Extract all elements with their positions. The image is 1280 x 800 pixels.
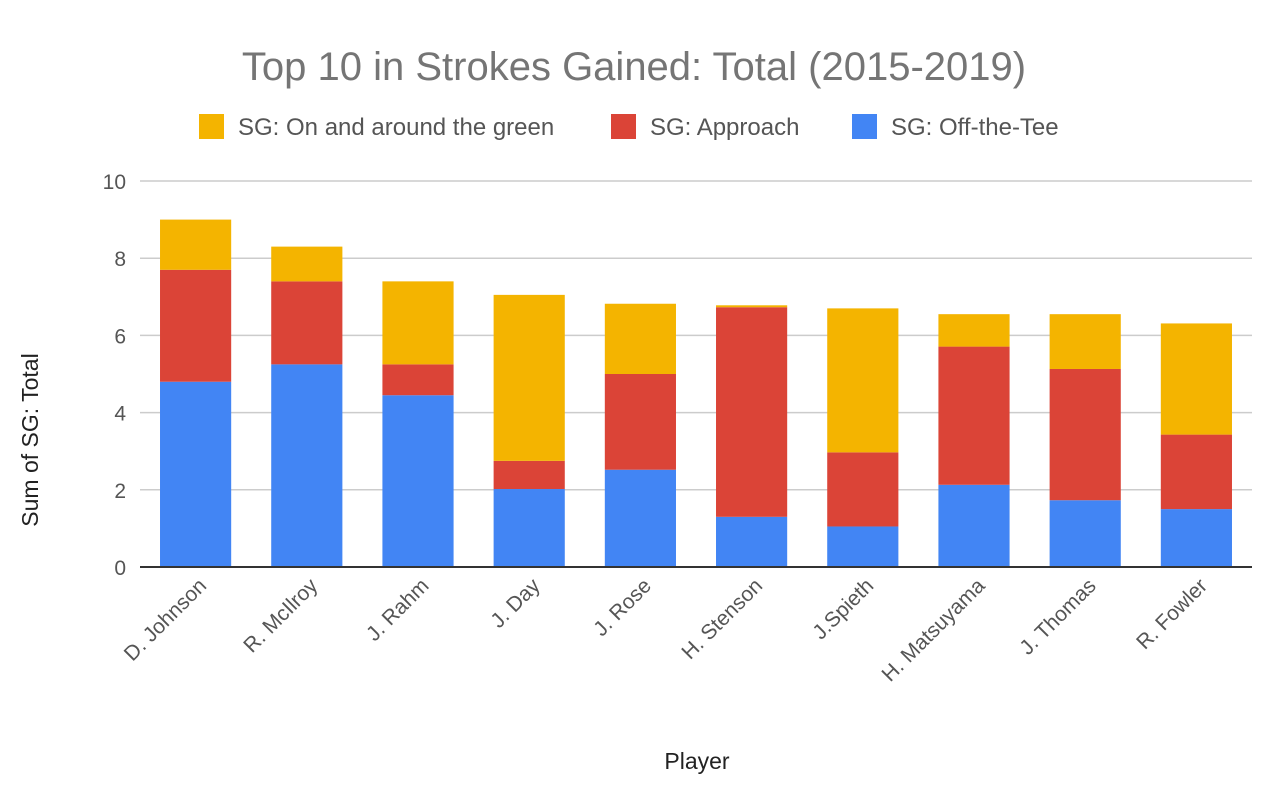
bar-h-matsuyama-series-2 <box>938 314 1010 347</box>
bar-r-fowler-series-2 <box>1160 323 1232 435</box>
bars <box>160 219 1232 567</box>
legend-label-0: SG: On and around the green <box>238 114 554 141</box>
bar-h-stenson-series-1 <box>716 307 788 517</box>
bar-h-stenson-series-0 <box>716 516 788 567</box>
y-tick-label-2: 2 <box>114 480 126 503</box>
x-tick-label-7: H. Matsuyama <box>878 574 990 686</box>
bar-j-rose-series-1 <box>604 374 676 470</box>
bar-h-matsuyama-series-0 <box>938 484 1010 567</box>
chart-legend: SG: On and around the green SG: Approach S… <box>199 114 1059 141</box>
chart-title: Top 10 in Strokes Gained: Total (2015-20… <box>242 45 1026 89</box>
bar-d-johnson-series-1 <box>160 269 232 382</box>
bar-r-mcilroy-series-2 <box>271 246 343 282</box>
y-tick-label-10: 10 <box>103 171 126 194</box>
bar-j-day-series-2 <box>493 294 565 461</box>
bar-j-rahm-series-2 <box>382 281 454 365</box>
x-tick-label-5: H. Stenson <box>677 574 767 664</box>
legend-swatch-1 <box>611 114 636 139</box>
x-tick-label-8: J. Thomas <box>1015 574 1100 659</box>
bar-d-johnson-series-2 <box>160 219 232 270</box>
y-tick-label-0: 0 <box>114 557 126 580</box>
bar-j-day-series-1 <box>493 460 565 490</box>
x-tick-labels: D. Johnson R. McIlroy J. Rahm J. Day J. Rose… <box>120 574 1212 686</box>
y-tick-label-6: 6 <box>114 325 126 348</box>
bar-j-rahm-series-0 <box>382 395 454 567</box>
x-tick-label-0: D. Johnson <box>120 574 211 665</box>
bar-h-stenson-series-2 <box>716 305 788 308</box>
y-tick-label-8: 8 <box>114 248 126 271</box>
x-tick-label-2: J. Rahm <box>362 574 434 646</box>
x-tick-label-3: J. Day <box>486 574 545 633</box>
x-tick-label-1: R. McIlroy <box>239 574 322 657</box>
bar-d-johnson-series-0 <box>160 381 232 567</box>
bar-j-rose-series-2 <box>604 303 676 374</box>
bar-r-fowler-series-0 <box>1160 509 1232 567</box>
x-tick-label-6: J.Spieth <box>808 574 878 644</box>
bar-j-thomas-series-1 <box>1049 368 1121 501</box>
legend-swatch-2 <box>852 114 877 139</box>
y-axis-label: Sum of SG: Total <box>17 353 43 526</box>
bar-r-mcilroy-series-0 <box>271 364 343 567</box>
bar-j-thomas-series-0 <box>1049 500 1121 567</box>
x-tick-label-4: J. Rose <box>589 574 656 641</box>
bar-j-thomas-series-2 <box>1049 314 1121 369</box>
x-axis-label: Player <box>664 748 730 774</box>
axes: 0 2 4 6 8 10 <box>103 171 1252 580</box>
bar-j-spieth-series-2 <box>827 308 899 453</box>
bar-j-day-series-0 <box>493 489 565 567</box>
bar-r-mcilroy-series-1 <box>271 281 343 365</box>
bar-r-fowler-series-1 <box>1160 434 1232 510</box>
legend-swatch-0 <box>199 114 224 139</box>
legend-label-1: SG: Approach <box>650 114 799 141</box>
y-tick-label-4: 4 <box>114 403 126 426</box>
legend-label-2: SG: Off-the-Tee <box>891 114 1059 141</box>
bar-j-spieth-series-0 <box>827 526 899 567</box>
bar-j-rahm-series-1 <box>382 364 454 396</box>
x-tick-label-9: R. Fowler <box>1132 574 1212 654</box>
bar-j-rose-series-0 <box>604 469 676 567</box>
bar-j-spieth-series-1 <box>827 452 899 527</box>
bar-h-matsuyama-series-1 <box>938 346 1010 485</box>
